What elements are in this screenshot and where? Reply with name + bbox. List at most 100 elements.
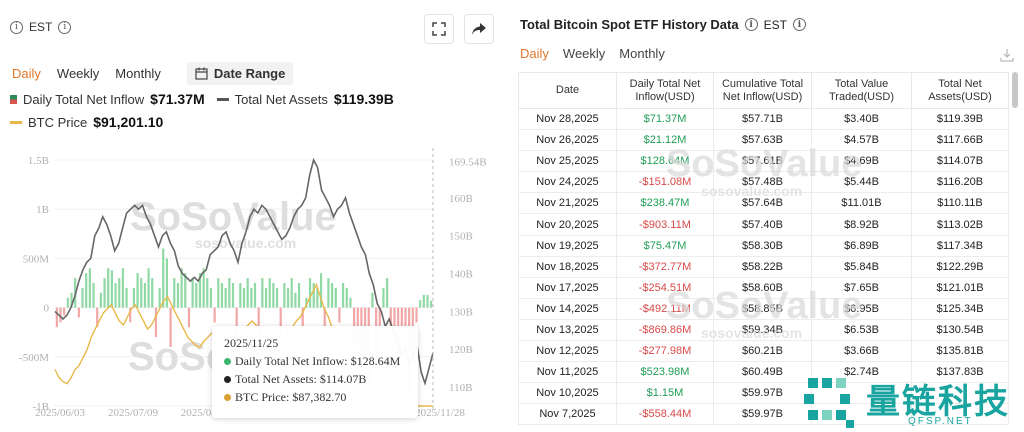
- cell-value-traded: $4.57B: [811, 129, 912, 152]
- inflow-bar: [257, 307, 260, 333]
- inflow-bar: [114, 283, 117, 308]
- table-row[interactable]: Nov 26,2025 $21.12M $57.63B $4.57B $117.66B: [518, 129, 1009, 152]
- info-icon[interactable]: i: [792, 18, 806, 31]
- table-tab-weekly[interactable]: Weekly: [562, 46, 606, 61]
- cell-date: Nov 28,2025: [518, 107, 617, 131]
- inflow-bar: [268, 278, 271, 308]
- cell-value-traded: $4.69B: [811, 150, 912, 173]
- cell-cumulative-inflow: $58.60B: [713, 276, 812, 299]
- share-button[interactable]: [464, 14, 494, 44]
- table-row[interactable]: Nov 20,2025 -$903.11M $57.40B $8.92B $113.02…: [518, 213, 1009, 236]
- cell-value-traded: $11.01B: [811, 192, 912, 215]
- inflow-bar: [173, 278, 176, 308]
- tab-weekly[interactable]: Weekly: [56, 66, 100, 81]
- x-axis-tick: 2025/07/09: [108, 407, 159, 419]
- col-net-assets[interactable]: Total Net Assets(USD): [911, 72, 1009, 109]
- cell-daily-inflow: $238.47M: [616, 192, 714, 215]
- inflow-bar: [235, 307, 238, 343]
- right-axis-tick: 140B: [449, 269, 473, 281]
- table-row[interactable]: Nov 14,2025 -$492.11M $58.85B $6.95B $125.34…: [518, 297, 1009, 320]
- inflow-bar: [338, 307, 341, 323]
- inflow-bar: [176, 283, 180, 308]
- left-axis-tick: -1B: [33, 401, 50, 413]
- inflow-bar: [55, 307, 58, 328]
- date-range-button[interactable]: Date Range: [186, 62, 294, 85]
- cell-daily-inflow: $523.98M: [616, 361, 714, 384]
- table-row[interactable]: Nov 10,2025 $1.15M $59.97B: [518, 382, 1009, 405]
- col-daily-inflow[interactable]: Daily Total Net Inflow(USD): [616, 72, 714, 109]
- inflow-bar: [301, 307, 304, 328]
- cell-date: Nov 24,2025: [518, 171, 617, 194]
- table-row[interactable]: Nov 25,2025 $128.64M $57.61B $4.69B $114.07B: [518, 150, 1009, 173]
- inflow-bar: [85, 273, 88, 308]
- inflow-bar: [162, 248, 165, 308]
- expand-icon: [432, 22, 446, 36]
- inflow-bar: [371, 292, 374, 308]
- info-icon[interactable]: i: [744, 18, 758, 31]
- brand-logo-mark: [804, 378, 854, 428]
- table-row[interactable]: Nov 13,2025 -$869.86M $59.34B $6.53B $130.54…: [518, 318, 1009, 342]
- cell-value-traded: $8.92B: [811, 213, 912, 236]
- tab-daily[interactable]: Daily: [12, 66, 41, 81]
- cell-cumulative-inflow: $57.40B: [713, 213, 812, 236]
- table-row[interactable]: Nov 19,2025 $75.47M $58.30B $6.89B $117.34B: [518, 234, 1009, 257]
- col-value-traded[interactable]: Total Value Traded(USD): [811, 72, 912, 109]
- cell-date: Nov 10,2025: [518, 382, 617, 405]
- cell-net-assets: $122.29B: [911, 255, 1009, 278]
- download-icon[interactable]: [1000, 48, 1014, 62]
- btc-legend-swatch: [10, 120, 22, 124]
- cell-date: Nov 13,2025: [518, 318, 617, 342]
- fullscreen-button[interactable]: [424, 14, 454, 44]
- right-axis-tick: 169.54B: [449, 157, 487, 169]
- table-row[interactable]: Nov 17,2025 -$254.51M $58.60B $7.65B $121.01…: [518, 276, 1009, 299]
- table-row[interactable]: Nov 7,2025 -$558.44M $59.97B: [518, 403, 1009, 426]
- cell-date: Nov 18,2025: [518, 255, 617, 278]
- cell-value-traded: $3.40B: [811, 107, 912, 131]
- inflow-bar: [330, 283, 334, 308]
- btc-legend-value: $91,201.10: [93, 114, 164, 130]
- inflow-bar: [202, 268, 205, 308]
- table-row[interactable]: Nov 24,2025 -$151.08M $57.48B $5.44B $116.20…: [518, 171, 1009, 194]
- inflow-bar: [143, 283, 147, 308]
- cell-date: Nov 14,2025: [518, 297, 617, 320]
- table-row[interactable]: Nov 21,2025 $238.47M $57.64B $11.01B $110.11…: [518, 192, 1009, 215]
- tab-monthly[interactable]: Monthly: [115, 66, 161, 81]
- inflow-bar: [275, 287, 279, 308]
- inflow-bar: [246, 278, 249, 308]
- info-icon[interactable]: i: [58, 20, 72, 34]
- right-axis-tick: 130B: [449, 306, 473, 318]
- table-header-row: Date Daily Total Net Inflow(USD) Cumulat…: [518, 72, 1009, 109]
- cell-cumulative-inflow: $58.85B: [713, 297, 812, 320]
- table-row[interactable]: Nov 28,2025 $71.37M $57.71B $3.40B $119.39B: [518, 107, 1009, 131]
- chart-watermark: SoSoValue: [130, 195, 337, 239]
- col-cumulative-inflow[interactable]: Cumulative Total Net Inflow(USD): [713, 72, 812, 109]
- right-axis-tick: 110B: [449, 382, 472, 394]
- assets-legend-label: Total Net Assets: [234, 91, 328, 107]
- inflow-bar: [59, 307, 62, 323]
- inflow-bar: [180, 268, 183, 308]
- table-scrollbar[interactable]: [1012, 72, 1018, 108]
- inflow-bar: [250, 287, 253, 308]
- cell-date: Nov 26,2025: [518, 129, 617, 152]
- cell-value-traded: $6.95B: [811, 297, 912, 320]
- left-axis-tick: 1.5B: [28, 155, 49, 167]
- cell-daily-inflow: $128.64M: [616, 150, 714, 173]
- table-row[interactable]: Nov 12,2025 -$277.98M $60.21B $3.66B $135.81…: [518, 340, 1009, 363]
- inflow-bar: [81, 287, 84, 308]
- table-tab-monthly[interactable]: Monthly: [619, 46, 665, 61]
- table-tab-daily[interactable]: Daily: [520, 46, 549, 61]
- cell-daily-inflow: -$558.44M: [616, 403, 714, 426]
- tooltip-assets: Total Net Assets: $114.07B: [235, 372, 367, 386]
- inflow-bar: [422, 294, 425, 308]
- cell-date: Nov 19,2025: [518, 234, 617, 257]
- table-row[interactable]: Nov 18,2025 -$372.77M $58.22B $5.84B $122.29…: [518, 255, 1009, 278]
- table-period-tabs: Daily Weekly Monthly: [520, 46, 665, 61]
- right-axis-tick: 160B: [449, 193, 473, 205]
- col-date[interactable]: Date: [518, 72, 617, 109]
- info-icon[interactable]: i: [10, 20, 23, 34]
- timezone-text: EST: [29, 20, 53, 34]
- brand-logo-text: 量链科技: [866, 382, 1010, 422]
- cell-cumulative-inflow: $59.97B: [713, 382, 812, 405]
- inflow-bar: [239, 283, 242, 308]
- cell-daily-inflow: -$277.98M: [616, 340, 714, 363]
